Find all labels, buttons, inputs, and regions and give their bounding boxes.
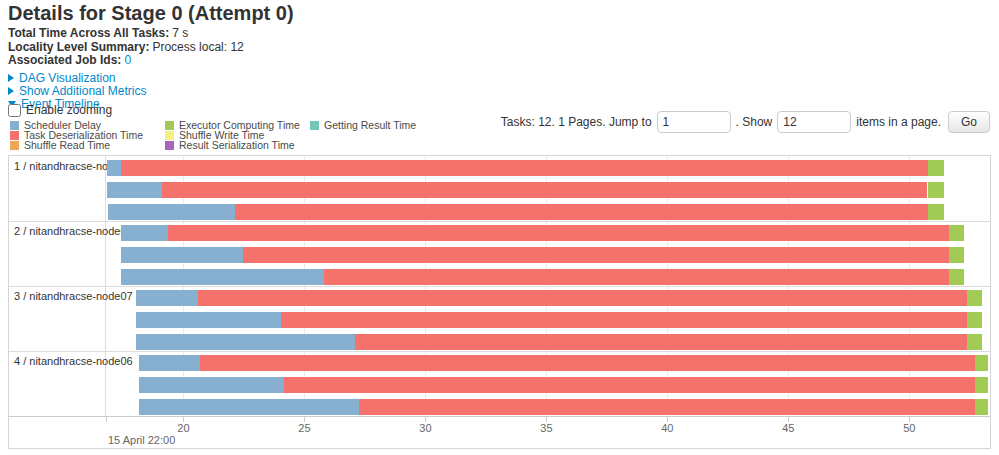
task-pagination: Tasks: 12. 1 Pages. Jump to . Show items… [501, 111, 990, 133]
legend-swatch-executor-computing-time [165, 121, 174, 130]
task-bar-segment-executor-computing[interactable] [967, 312, 982, 328]
axis-tick-label: 35 [526, 422, 566, 434]
group-separator [9, 351, 990, 352]
executor-group-label: 2 / nitandhracse-node05 [14, 225, 133, 237]
associated-job-id-link[interactable]: 0 [124, 53, 131, 67]
enable-zooming-row: Enable zooming [8, 103, 112, 117]
summary-row: Total Time Across All Tasks:7 s [8, 27, 244, 41]
legend-label: Getting Result Time [324, 119, 416, 131]
task-bar-segment-scheduler-delay[interactable] [136, 334, 355, 350]
task-bar-segment-task-deserialization[interactable] [162, 182, 928, 198]
legend-label: Shuffle Read Time [24, 139, 110, 151]
task-bar-segment-scheduler-delay[interactable] [121, 225, 168, 241]
legend-column: Executor Computing TimeShuffle Write Tim… [165, 120, 300, 150]
summary-row: Associated Job Ids:0 [8, 54, 244, 68]
task-bar-segment-executor-computing[interactable] [975, 399, 988, 415]
task-bar-segment-task-deserialization[interactable] [198, 290, 967, 306]
axis-tick-label: 20 [163, 422, 203, 434]
task-bar-segment-executor-computing[interactable] [975, 377, 988, 393]
task-bar-segment-executor-computing[interactable] [967, 334, 982, 350]
task-bar-segment-scheduler-delay[interactable] [136, 290, 198, 306]
legend-swatch-shuffle-read-time [10, 141, 19, 150]
triangle-right-icon [8, 74, 14, 82]
tasks-count-text: Tasks: 12. 1 Pages. Jump to [501, 115, 652, 129]
task-bar-segment-task-deserialization[interactable] [168, 225, 950, 241]
summary-value: Process local: 12 [152, 40, 243, 54]
axis-tick-label: 50 [889, 422, 929, 434]
axis-tick [106, 417, 107, 422]
task-bar-segment-scheduler-delay[interactable] [107, 160, 120, 176]
toggle-label: Show Additional Metrics [19, 84, 146, 98]
task-bar-segment-scheduler-delay[interactable] [108, 204, 235, 220]
summary-value: 7 s [172, 26, 188, 40]
task-bar-segment-scheduler-delay[interactable] [107, 182, 161, 198]
task-bar-segment-task-deserialization[interactable] [121, 160, 928, 176]
task-bar-segment-task-deserialization[interactable] [281, 312, 967, 328]
axis-tick-label: 30 [405, 422, 445, 434]
legend-item: Result Serialization Time [165, 140, 300, 150]
summary-row: Locality Level Summary:Process local: 12 [8, 41, 244, 55]
task-bar-segment-task-deserialization[interactable] [355, 334, 967, 350]
summary-label: Associated Job Ids: [8, 53, 121, 67]
triangle-right-icon [8, 87, 14, 95]
task-bar-segment-scheduler-delay[interactable] [121, 247, 243, 263]
group-separator [9, 221, 990, 222]
task-bar-segment-executor-computing[interactable] [928, 160, 945, 176]
summary-label: Locality Level Summary: [8, 40, 149, 54]
stage-summary: Total Time Across All Tasks:7 sLocality … [8, 27, 244, 68]
time-axis-line [9, 416, 990, 417]
legend-swatch-getting-result-time [310, 121, 319, 130]
legend-swatch-scheduler-delay [10, 121, 19, 130]
show-text: . Show [736, 115, 773, 129]
task-bar-segment-task-deserialization[interactable] [359, 399, 975, 415]
task-bar-segment-executor-computing[interactable] [949, 247, 964, 263]
timeline-legend: Scheduler DelayTask Deserialization Time… [10, 120, 530, 154]
task-bar-segment-executor-computing[interactable] [928, 182, 945, 198]
legend-column: Scheduler DelayTask Deserialization Time… [10, 120, 143, 150]
legend-swatch-task-deserialization-time [10, 131, 19, 140]
task-bar-segment-scheduler-delay[interactable] [136, 312, 281, 328]
task-bar-segment-task-deserialization[interactable] [200, 355, 974, 371]
task-bar-segment-executor-computing[interactable] [949, 269, 964, 285]
axis-date-label: 15 April 22:00 [108, 434, 175, 446]
task-bar-segment-task-deserialization[interactable] [243, 247, 950, 263]
legend-item: Getting Result Time [310, 120, 416, 130]
enable-zooming-label: Enable zooming [26, 103, 112, 117]
axis-tick-label: 25 [284, 422, 324, 434]
task-bar-segment-task-deserialization[interactable] [324, 269, 950, 285]
task-bar-segment-executor-computing[interactable] [975, 355, 988, 371]
task-bar-segment-scheduler-delay[interactable] [139, 399, 359, 415]
task-bar-segment-executor-computing[interactable] [928, 204, 945, 220]
legend-swatch-shuffle-write-time [165, 131, 174, 140]
task-bar-segment-scheduler-delay[interactable] [121, 269, 324, 285]
executor-group-label: 4 / nitandhracse-node06 [14, 355, 133, 367]
items-per-page-text: items in a page. [856, 115, 941, 129]
task-bar-segment-scheduler-delay[interactable] [139, 355, 201, 371]
legend-column: Getting Result Time [310, 120, 416, 130]
task-bar-segment-scheduler-delay[interactable] [139, 377, 284, 393]
toggle-label: DAG Visualization [19, 71, 116, 85]
jump-to-page-input[interactable] [657, 111, 731, 133]
task-bar-segment-executor-computing[interactable] [967, 290, 982, 306]
legend-item: Shuffle Read Time [10, 140, 143, 150]
task-bar-segment-executor-computing[interactable] [949, 225, 964, 241]
page-size-input[interactable] [777, 111, 851, 133]
summary-label: Total Time Across All Tasks: [8, 26, 169, 40]
legend-label: Result Serialization Time [179, 139, 295, 151]
axis-tick-label: 40 [647, 422, 687, 434]
go-button[interactable]: Go [948, 111, 990, 133]
executor-group-label: 3 / nitandhracse-node07 [14, 290, 133, 302]
page-title: Details for Stage 0 (Attempt 0) [8, 2, 294, 25]
event-timeline-chart: 2025303540455015 April 22:001 / nitandhr… [8, 155, 991, 449]
legend-swatch-result-serialization-time [165, 141, 174, 150]
task-bar-segment-task-deserialization[interactable] [284, 377, 975, 393]
task-bar-segment-task-deserialization[interactable] [235, 204, 927, 220]
axis-tick-label: 45 [768, 422, 808, 434]
enable-zooming-checkbox[interactable] [8, 104, 21, 117]
group-separator [9, 286, 990, 287]
